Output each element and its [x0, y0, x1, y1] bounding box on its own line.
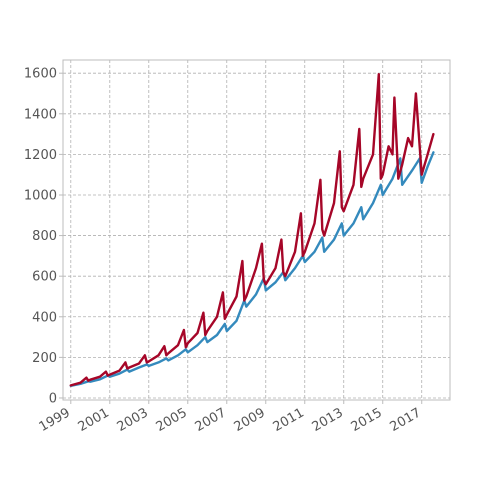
y-tick-label: 800	[32, 229, 57, 244]
series-line-2	[69, 72, 435, 387]
series-line-1	[69, 151, 435, 387]
y-tick-label: 1000	[24, 188, 57, 203]
y-gridlines	[63, 72, 450, 399]
y-axis: 0 200 400 600 800 1000 1200 1400 1600	[24, 67, 63, 406]
y-tick-label: 1600	[24, 67, 57, 82]
plot-area	[63, 60, 450, 400]
y-tick-label: 1400	[24, 107, 57, 122]
y-tick-label: 200	[32, 351, 57, 366]
y-tick-label: 0	[49, 391, 57, 406]
series-layer	[69, 72, 435, 387]
y-tick-label: 1200	[24, 148, 57, 163]
y-tick-label: 600	[32, 270, 57, 285]
axes-frame	[62, 59, 451, 401]
y-tick-label: 400	[32, 310, 57, 325]
